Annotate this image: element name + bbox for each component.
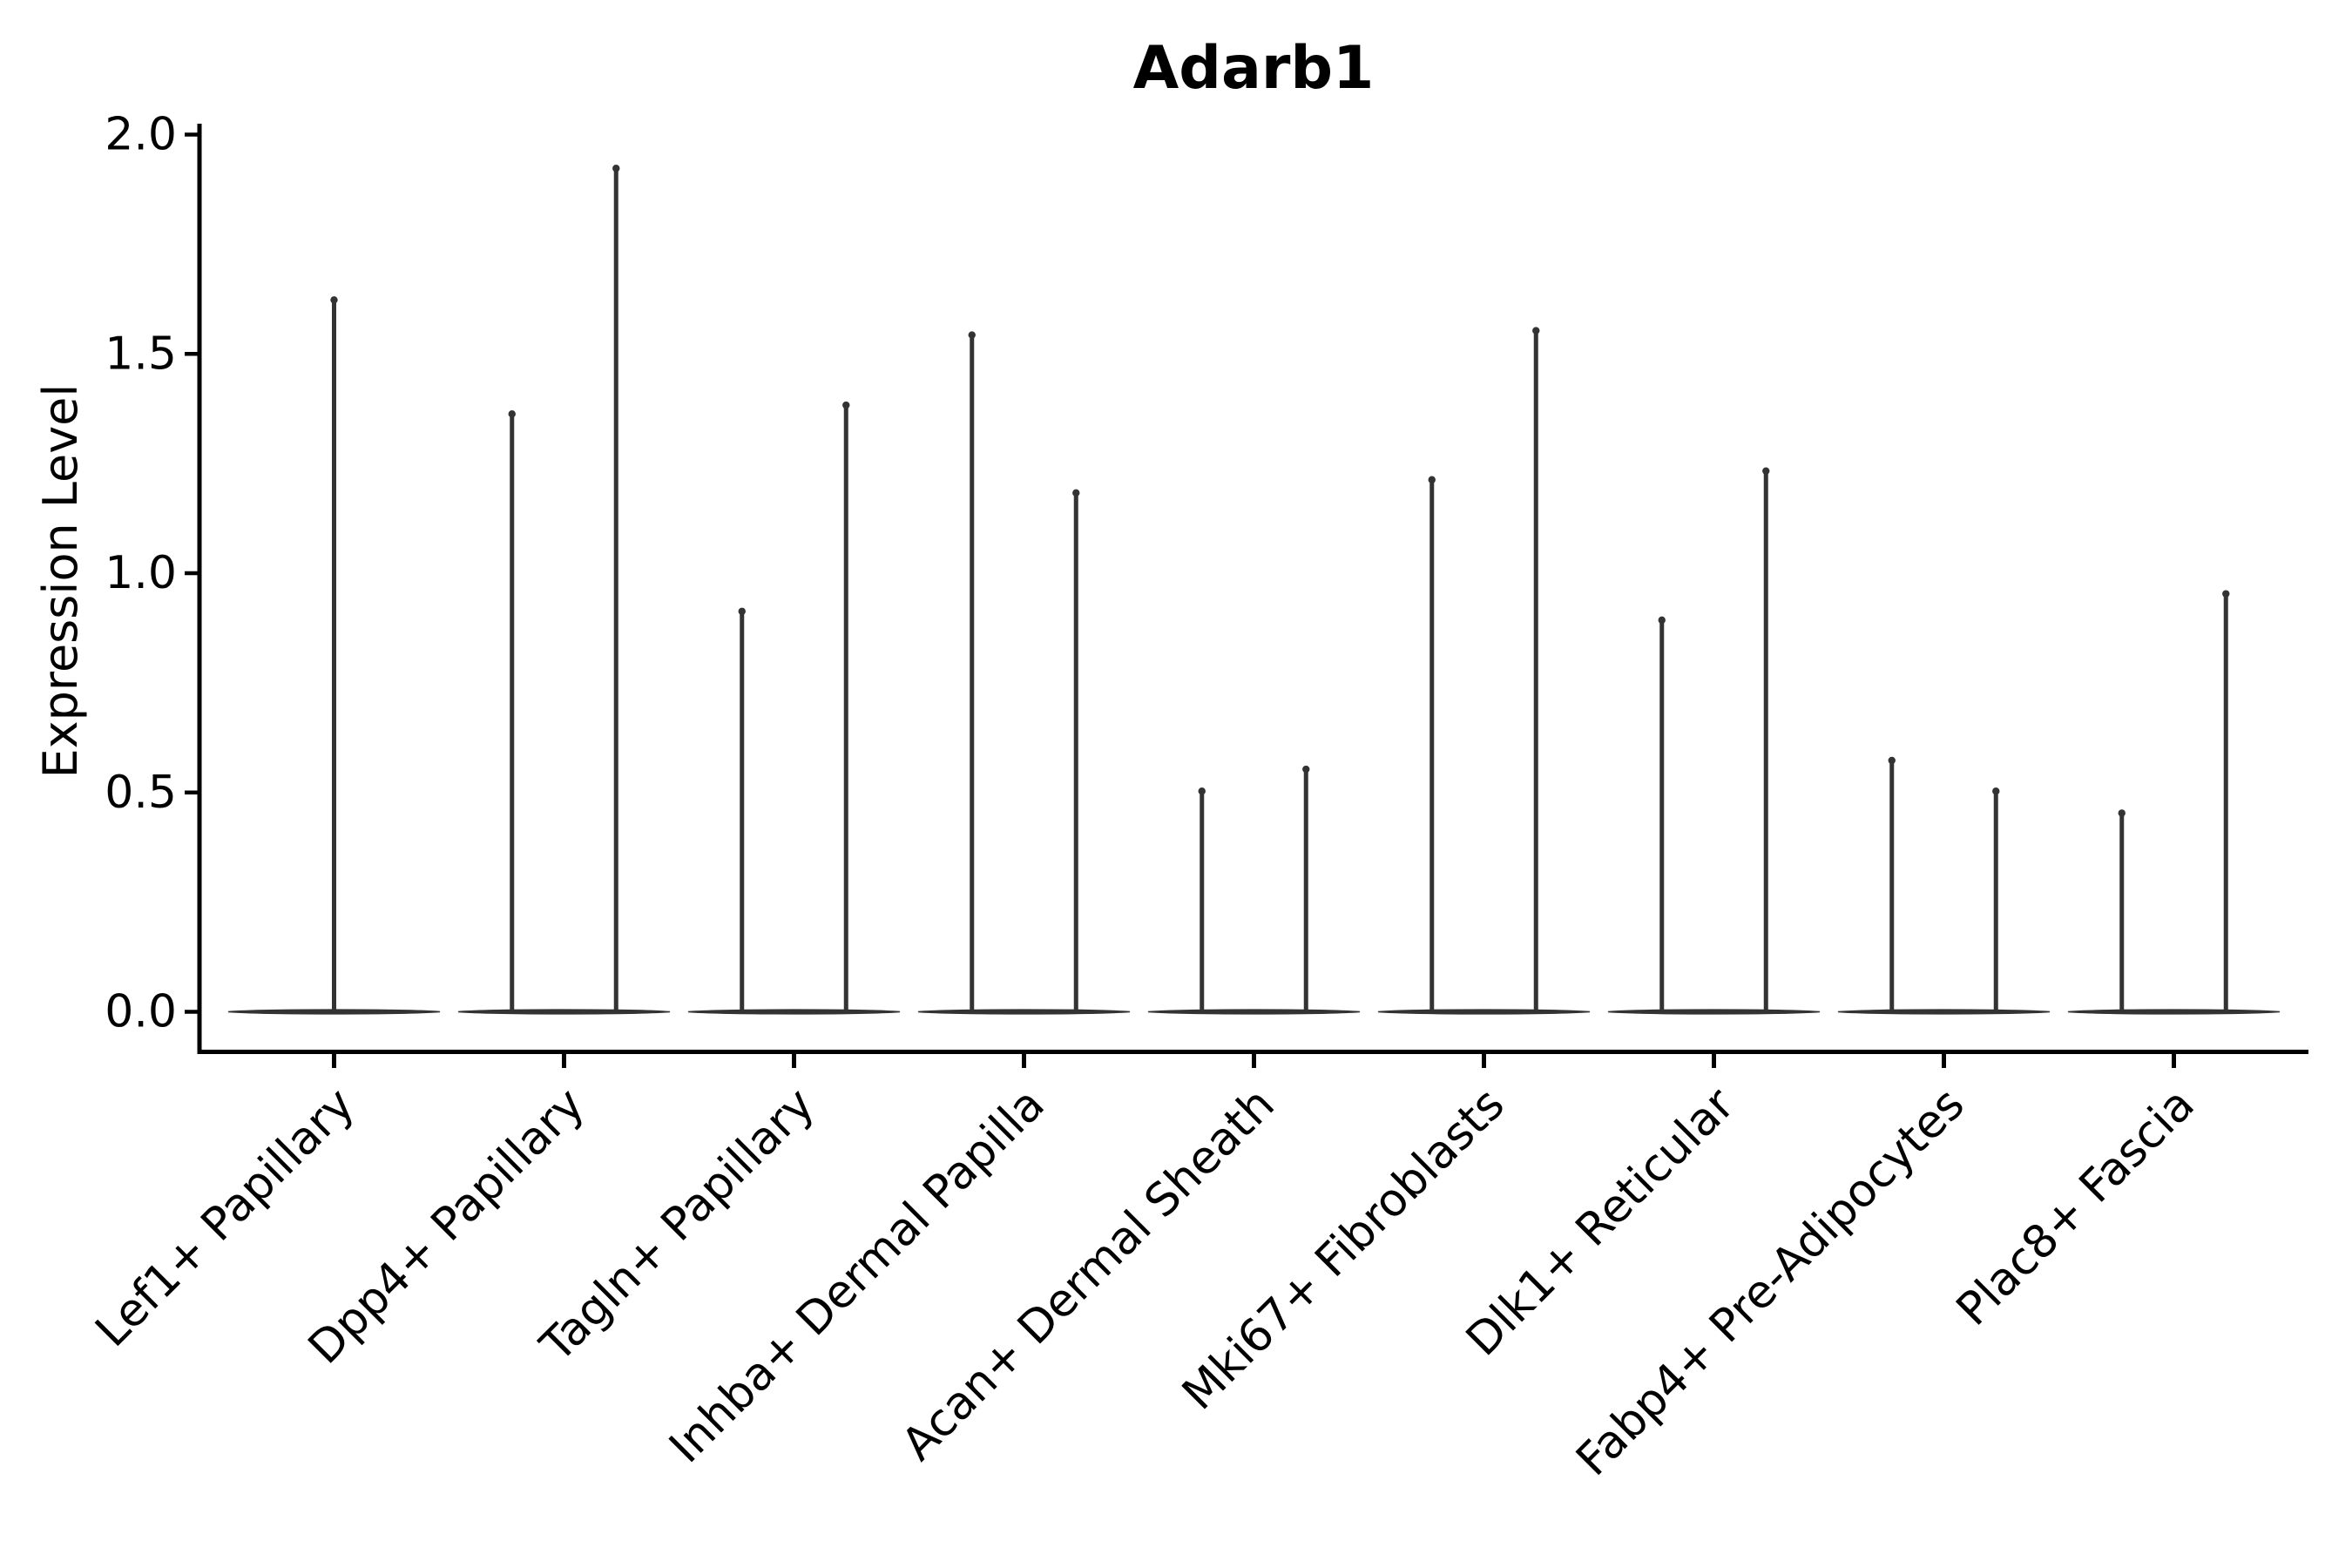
- violin-base: [917, 1009, 1131, 1015]
- y-tick-label: 0.0: [105, 986, 177, 1038]
- y-tick-label: 1.5: [105, 328, 177, 380]
- y-tick-label: 1.0: [105, 547, 177, 599]
- violin-base: [1607, 1009, 1821, 1015]
- violin-spike-tip: [612, 165, 620, 172]
- violin-spike-tip: [738, 607, 746, 615]
- violin-spike-tip: [1302, 765, 1310, 774]
- violin-base: [1377, 1009, 1591, 1015]
- violin-base: [687, 1009, 901, 1015]
- violin-spike-tip: [1992, 787, 2000, 795]
- violin-spike-tip: [1532, 327, 1540, 335]
- x-tick-label: Fabp4+ Pre-Adipocytes: [1566, 1078, 1974, 1486]
- y-axis-label: Expression Level: [33, 384, 88, 779]
- violin-spike-tip: [508, 410, 516, 418]
- violin-spike-tip: [1428, 476, 1436, 483]
- violin-spike-tip: [1198, 787, 1206, 795]
- violin-spike-tip: [2118, 809, 2126, 817]
- violin-base: [1837, 1009, 2051, 1015]
- chart-title: Adarb1: [1133, 34, 1375, 103]
- y-tick-label: 2.0: [105, 109, 177, 161]
- violin-spike-tip: [1762, 467, 1770, 475]
- x-tick-label: Plac8+ Fascia: [1947, 1078, 2205, 1336]
- violin-base: [457, 1009, 671, 1015]
- violin-spike-tip: [2222, 590, 2230, 598]
- x-tick-label: Inhba+ Dermal Papilla: [659, 1078, 1054, 1473]
- violin-base: [1147, 1009, 1361, 1015]
- violin-spike-tip: [330, 296, 338, 304]
- violin-spike-tip: [1072, 489, 1080, 497]
- x-tick-label: Acan+ Dermal Sheath: [892, 1078, 1285, 1471]
- violin-spike-tip: [968, 331, 976, 339]
- violin-spike-tip: [1658, 616, 1666, 625]
- violin-spike-tip: [1888, 756, 1896, 765]
- violin-base: [2067, 1009, 2281, 1015]
- violin-spike-tip: [842, 401, 850, 409]
- y-tick-label: 0.5: [105, 767, 177, 819]
